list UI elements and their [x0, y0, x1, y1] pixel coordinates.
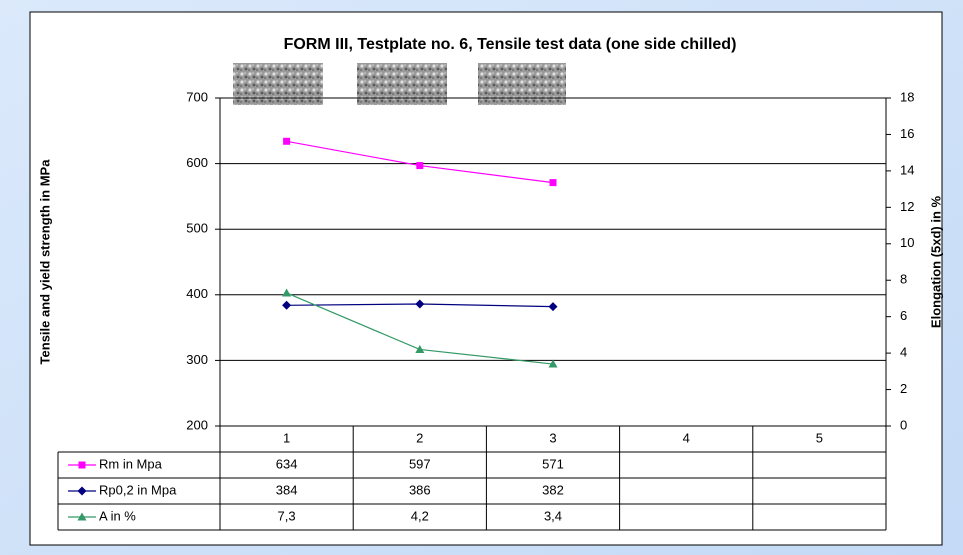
legend-marker — [78, 461, 86, 469]
y2-tick-label: 14 — [900, 162, 914, 177]
micrograph — [357, 63, 447, 105]
y-tick-label: 600 — [186, 155, 208, 170]
data-point — [415, 299, 425, 309]
y-tick-label: 400 — [186, 286, 208, 301]
data-point — [283, 137, 291, 145]
data-point — [416, 162, 424, 170]
y-tick-label: 300 — [186, 352, 208, 367]
chart-title: FORM III, Testplate no. 6, Tensile test … — [284, 36, 737, 53]
table-cell: 4,2 — [411, 508, 429, 523]
table-cell: 386 — [409, 482, 431, 497]
micrograph — [233, 63, 323, 105]
table-cell: 571 — [542, 456, 564, 471]
x-tick-label: 4 — [683, 430, 690, 445]
table-cell: 384 — [276, 482, 298, 497]
y2-tick-label: 12 — [900, 199, 914, 214]
y-tick-label: 200 — [186, 417, 208, 432]
y-axis-title: Tensile and yield strength in MPa — [37, 159, 52, 365]
x-tick-label: 1 — [283, 430, 290, 445]
table-cell: 382 — [542, 482, 564, 497]
data-point — [548, 359, 558, 368]
data-point — [282, 300, 292, 310]
micrograph — [478, 63, 566, 105]
table-cell: 597 — [409, 456, 431, 471]
y-tick-label: 500 — [186, 221, 208, 236]
legend-label: A in % — [99, 508, 136, 523]
table-cell: 634 — [276, 456, 298, 471]
y2-tick-label: 6 — [900, 308, 907, 323]
x-tick-label: 5 — [816, 430, 823, 445]
legend-label: Rm in Mpa — [99, 456, 163, 471]
x-tick-label: 3 — [549, 430, 556, 445]
y2-tick-label: 16 — [900, 126, 914, 141]
data-point — [415, 344, 425, 353]
y2-tick-label: 4 — [900, 345, 907, 360]
y2-tick-label: 2 — [900, 381, 907, 396]
y2-tick-label: 18 — [900, 89, 914, 104]
table-cell: 3,4 — [544, 508, 562, 523]
table-cell: 7,3 — [278, 508, 296, 523]
y2-tick-label: 0 — [900, 417, 907, 432]
y2-tick-label: 8 — [900, 272, 907, 287]
y2-axis-title: Elongation (5xd) in % — [928, 195, 943, 328]
legend-marker — [77, 512, 87, 521]
data-point — [548, 302, 558, 312]
legend-label: Rp0,2 in Mpa — [99, 482, 177, 497]
data-point — [282, 288, 292, 297]
data-point — [549, 179, 557, 187]
legend-marker — [77, 486, 87, 496]
x-tick-label: 2 — [416, 430, 423, 445]
y-tick-label: 700 — [186, 89, 208, 104]
y2-tick-label: 10 — [900, 235, 914, 250]
